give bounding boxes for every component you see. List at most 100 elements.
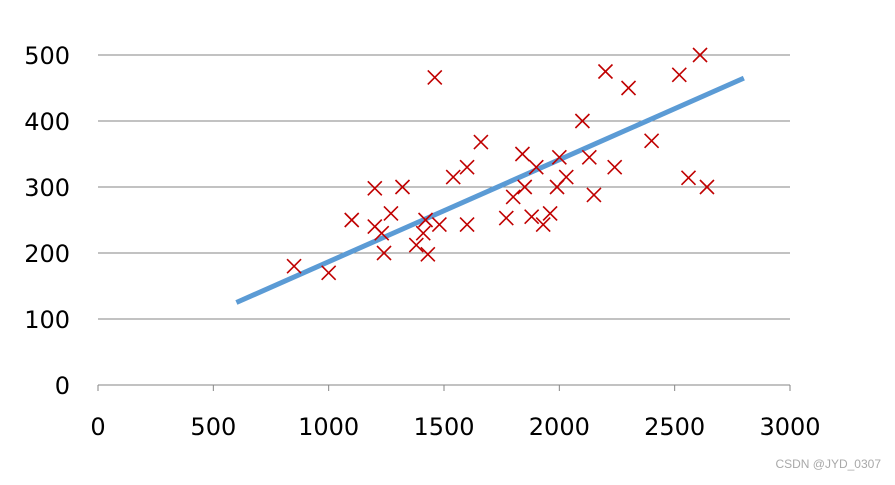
data-point — [542, 205, 558, 221]
data-point-stroke — [286, 258, 302, 274]
y-tick-label: 400 — [24, 108, 70, 136]
data-point — [692, 47, 708, 63]
data-point-stroke — [383, 205, 399, 221]
data-point — [680, 170, 697, 186]
data-point — [394, 179, 411, 195]
fit-line — [235, 75, 745, 305]
x-tick-label: 1000 — [298, 413, 359, 441]
data-point-stroke — [620, 80, 637, 96]
axes — [97, 384, 791, 391]
data-point-stroke — [535, 217, 551, 233]
data-point — [383, 205, 399, 221]
data-point — [505, 189, 521, 205]
data-point-stroke — [427, 69, 443, 86]
data-point — [408, 237, 424, 253]
data-point-stroke — [417, 212, 434, 228]
data-point-stroke — [505, 189, 521, 205]
data-point-stroke — [644, 133, 660, 149]
data-point-stroke — [408, 237, 424, 253]
data-point — [535, 217, 551, 233]
data-point-stroke — [514, 146, 530, 162]
data-point-stroke — [517, 179, 533, 195]
gridlines — [98, 54, 790, 320]
x-tick-label: 3000 — [759, 413, 820, 441]
data-point — [376, 245, 392, 261]
data-point-stroke — [394, 179, 411, 195]
data-point-stroke — [498, 210, 514, 226]
data-point — [431, 217, 447, 233]
data-points — [286, 47, 715, 281]
data-point-stroke — [597, 63, 614, 80]
data-point-stroke — [551, 149, 567, 165]
data-point — [644, 133, 660, 149]
data-point-stroke — [692, 47, 708, 63]
data-point-stroke — [574, 113, 590, 129]
data-point — [286, 258, 302, 274]
data-point — [321, 265, 337, 281]
data-point-stroke — [374, 225, 390, 241]
data-point-stroke — [528, 159, 544, 175]
data-point — [699, 179, 715, 195]
data-point — [671, 67, 687, 83]
data-point — [581, 149, 597, 165]
data-point — [427, 69, 443, 86]
data-point — [558, 169, 574, 185]
y-tick-label: 200 — [24, 240, 70, 268]
data-point — [528, 159, 544, 175]
data-point-stroke — [376, 245, 392, 261]
data-point — [620, 80, 637, 96]
y-tick-label: 100 — [24, 306, 70, 334]
data-point — [498, 210, 514, 226]
data-point-stroke — [459, 217, 475, 233]
data-point — [374, 225, 390, 241]
data-point — [597, 63, 614, 80]
data-point-stroke — [431, 217, 447, 233]
data-point-stroke — [671, 67, 687, 83]
data-point-stroke — [558, 169, 574, 185]
data-point — [517, 179, 533, 195]
data-point — [607, 159, 623, 175]
x-tick-label: 1500 — [413, 413, 474, 441]
data-point-stroke — [367, 180, 383, 196]
watermark: CSDN @JYD_0307 — [775, 457, 881, 471]
x-tick-label: 2000 — [529, 413, 590, 441]
y-tick-label: 300 — [24, 174, 70, 202]
data-point — [445, 169, 461, 185]
data-point-stroke — [607, 159, 623, 175]
data-point — [420, 246, 436, 262]
x-tick-label: 500 — [190, 413, 236, 441]
data-point — [473, 134, 489, 150]
data-point-stroke — [420, 246, 436, 262]
data-point — [417, 212, 434, 228]
y-tick-labels: 0 100 200 300 400 500 — [24, 42, 70, 400]
data-point-stroke — [415, 225, 431, 241]
data-point — [524, 209, 540, 225]
data-point-stroke — [459, 159, 475, 175]
data-point-stroke — [586, 187, 602, 203]
x-tick-label: 0 — [90, 413, 105, 441]
y-tick-label: 500 — [24, 42, 70, 70]
data-point-stroke — [581, 149, 597, 165]
x-tick-label: 2500 — [644, 413, 705, 441]
data-point-stroke — [344, 212, 360, 228]
data-point — [459, 159, 475, 175]
data-point — [551, 149, 567, 165]
data-point-stroke — [473, 134, 489, 150]
data-point-stroke — [524, 209, 540, 225]
data-point-stroke — [699, 179, 715, 195]
data-point — [586, 187, 602, 203]
data-point-stroke — [680, 170, 697, 186]
data-point — [415, 225, 431, 241]
x-tick-labels: 0 500 1000 1500 2000 2500 3000 — [90, 413, 820, 441]
data-point-stroke — [321, 265, 337, 281]
data-point — [574, 113, 590, 129]
data-point — [459, 217, 475, 233]
fit-line-group — [235, 75, 745, 305]
data-point — [344, 212, 360, 228]
data-point — [367, 180, 383, 196]
data-point-stroke — [445, 169, 461, 185]
data-point-stroke — [542, 205, 558, 221]
data-point — [514, 146, 530, 162]
y-tick-label: 0 — [55, 372, 70, 400]
